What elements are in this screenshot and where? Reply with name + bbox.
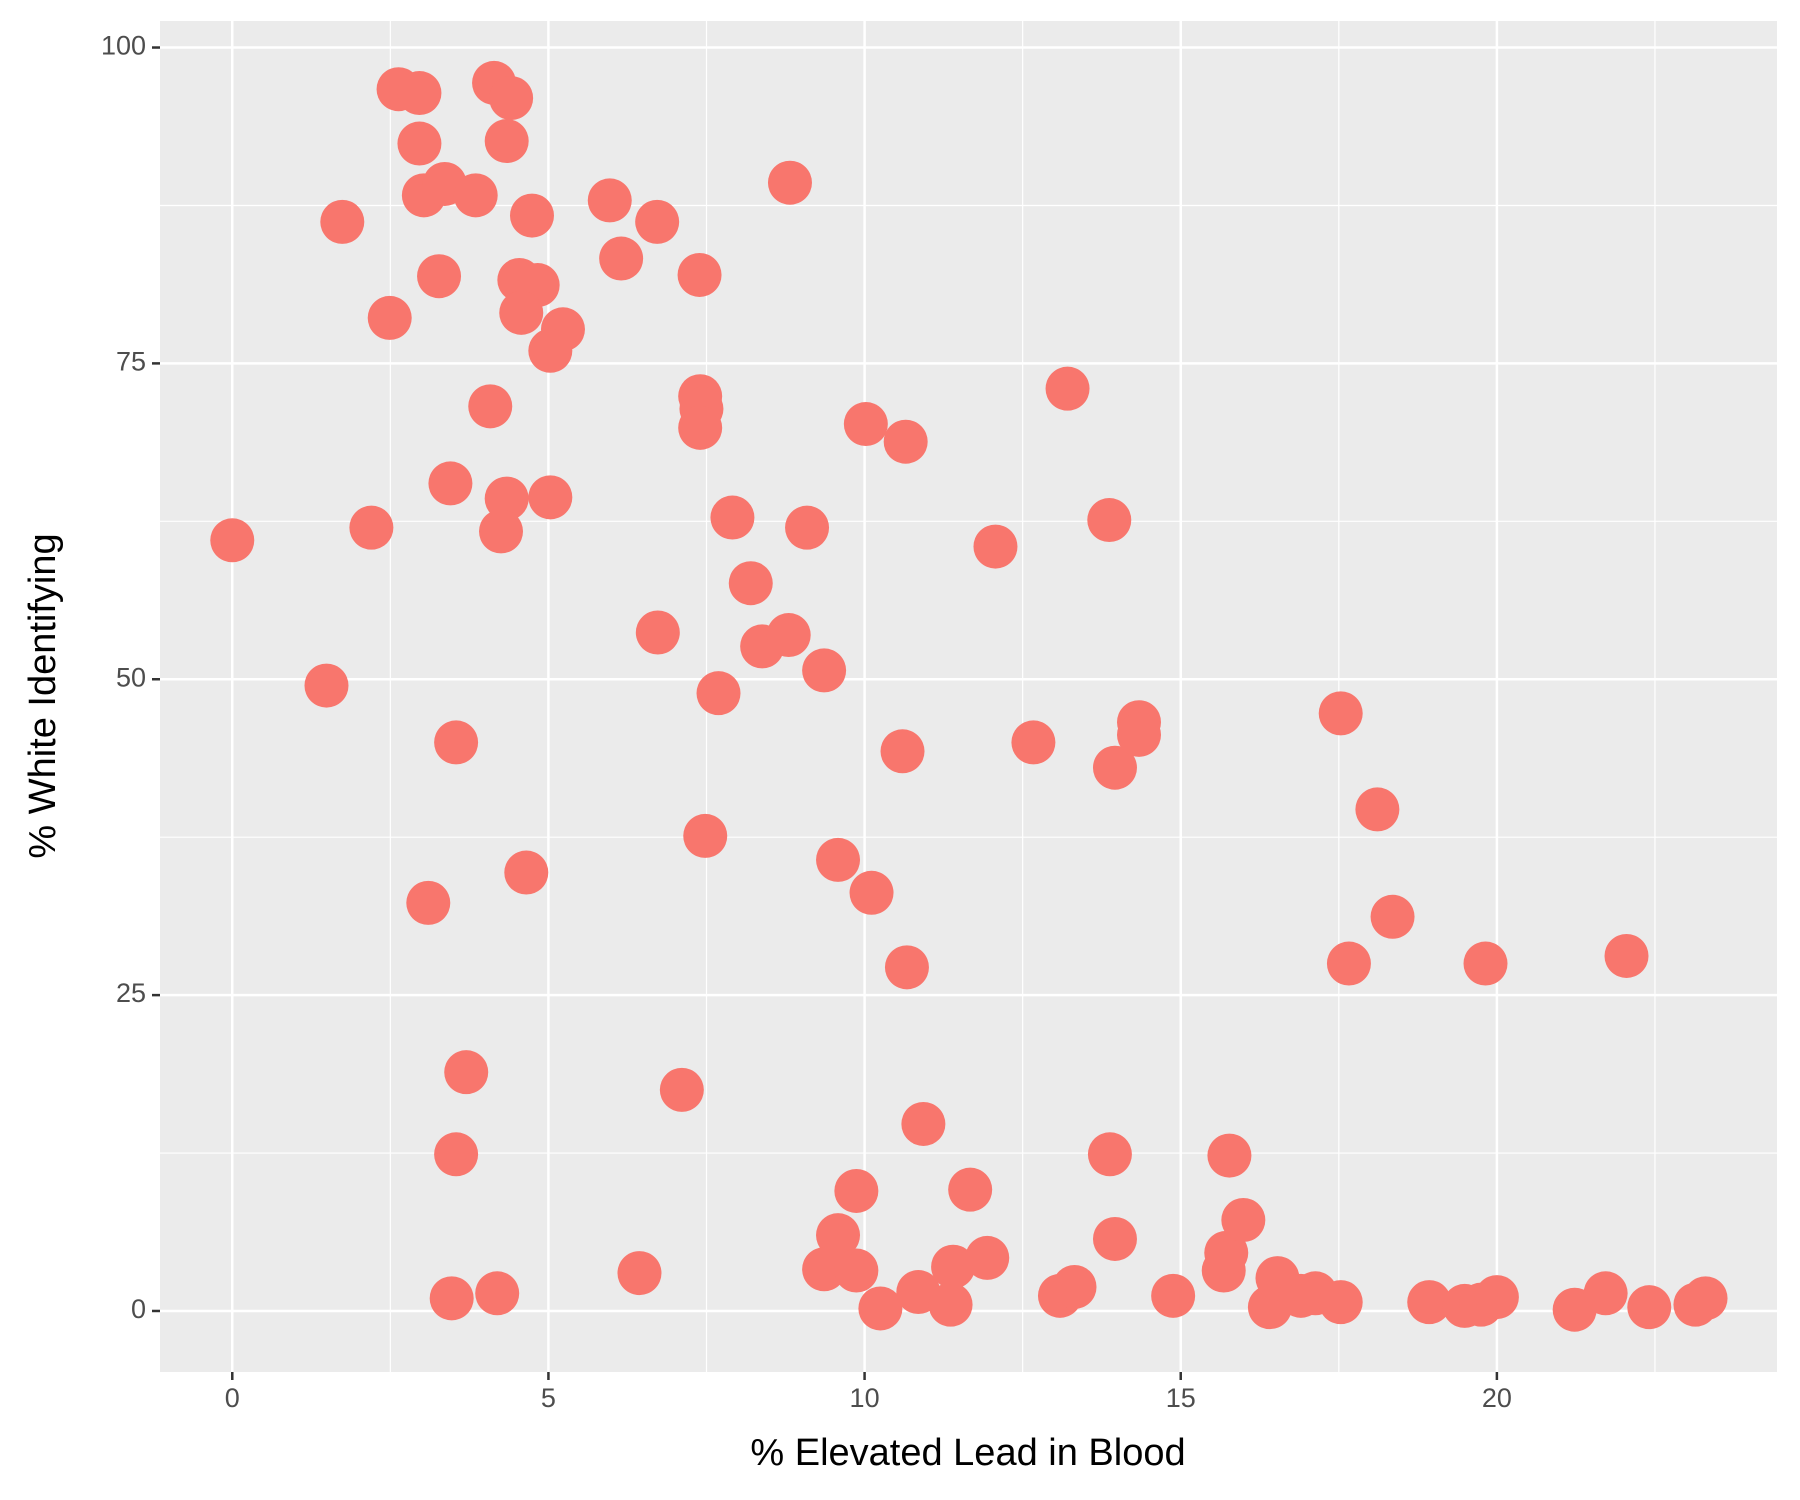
x-tick-label: 10 bbox=[850, 1383, 880, 1413]
point bbox=[880, 729, 925, 774]
point bbox=[1326, 941, 1371, 986]
y-axis-title: % White Identifying bbox=[22, 533, 64, 858]
point bbox=[785, 505, 830, 550]
point bbox=[948, 1167, 993, 1212]
point bbox=[320, 199, 365, 244]
point bbox=[304, 663, 349, 708]
point bbox=[1207, 1133, 1252, 1178]
point bbox=[1583, 1271, 1628, 1316]
point bbox=[1087, 1132, 1132, 1177]
plot-panel bbox=[160, 21, 1777, 1372]
point bbox=[1011, 720, 1056, 765]
point bbox=[1221, 1198, 1266, 1243]
point bbox=[444, 1050, 489, 1095]
x-axis-title: % Elevated Lead in Blood bbox=[750, 1432, 1185, 1474]
point bbox=[843, 402, 888, 447]
point bbox=[484, 119, 529, 164]
point bbox=[931, 1244, 976, 1289]
point bbox=[816, 837, 861, 882]
point bbox=[816, 1213, 861, 1258]
point bbox=[858, 1286, 903, 1331]
point bbox=[434, 1132, 479, 1177]
point bbox=[489, 76, 534, 121]
point bbox=[1407, 1280, 1452, 1325]
point bbox=[1045, 366, 1090, 411]
point bbox=[677, 252, 722, 297]
point bbox=[883, 419, 928, 464]
point bbox=[696, 671, 741, 716]
point bbox=[429, 1276, 474, 1321]
point bbox=[1683, 1276, 1728, 1321]
point bbox=[1052, 1264, 1097, 1309]
point bbox=[617, 1251, 662, 1296]
point bbox=[1463, 941, 1508, 986]
point bbox=[802, 1247, 847, 1292]
point bbox=[367, 295, 412, 340]
point bbox=[1318, 1280, 1363, 1325]
point bbox=[499, 290, 544, 335]
y-tick-label: 100 bbox=[101, 31, 146, 61]
y-tick-label: 50 bbox=[116, 662, 146, 692]
point bbox=[397, 121, 442, 166]
point bbox=[406, 880, 451, 925]
point bbox=[973, 524, 1018, 569]
point bbox=[710, 495, 755, 540]
y-tick-label: 0 bbox=[131, 1294, 146, 1324]
point bbox=[1604, 933, 1649, 978]
point bbox=[587, 178, 632, 223]
y-tick-label: 25 bbox=[116, 978, 146, 1008]
point bbox=[1627, 1285, 1672, 1330]
point bbox=[1355, 787, 1400, 832]
point bbox=[1092, 745, 1137, 790]
point bbox=[453, 173, 498, 218]
y-tick-label: 75 bbox=[116, 347, 146, 377]
point bbox=[767, 160, 812, 205]
point bbox=[1117, 712, 1162, 757]
point bbox=[1204, 1230, 1249, 1275]
point bbox=[766, 613, 811, 658]
point bbox=[1474, 1275, 1519, 1320]
point bbox=[484, 476, 529, 521]
point bbox=[528, 328, 573, 373]
point bbox=[1092, 1216, 1137, 1261]
point bbox=[397, 71, 442, 116]
point bbox=[1151, 1273, 1196, 1318]
point bbox=[802, 648, 847, 693]
point bbox=[504, 850, 549, 895]
point bbox=[428, 461, 473, 506]
x-tick-label: 15 bbox=[1166, 1383, 1196, 1413]
point bbox=[928, 1282, 973, 1327]
point bbox=[349, 505, 394, 550]
point bbox=[635, 610, 680, 655]
point bbox=[635, 199, 680, 244]
point bbox=[884, 945, 929, 990]
point bbox=[965, 1235, 1010, 1280]
point bbox=[509, 193, 554, 238]
point bbox=[468, 384, 513, 429]
point bbox=[683, 813, 728, 858]
x-tick-label: 20 bbox=[1482, 1383, 1512, 1413]
point bbox=[210, 518, 255, 563]
point bbox=[528, 475, 573, 520]
point bbox=[834, 1168, 879, 1213]
point bbox=[728, 561, 773, 606]
point bbox=[475, 1271, 520, 1316]
point bbox=[479, 509, 524, 554]
point bbox=[1370, 894, 1415, 939]
point bbox=[901, 1101, 946, 1146]
point bbox=[434, 720, 479, 765]
point bbox=[659, 1067, 704, 1112]
x-tick-label: 5 bbox=[541, 1383, 556, 1413]
x-tick-label: 0 bbox=[225, 1383, 240, 1413]
point bbox=[417, 254, 462, 299]
point bbox=[599, 236, 644, 281]
point bbox=[1318, 691, 1363, 736]
point bbox=[1087, 498, 1132, 543]
point bbox=[678, 405, 723, 450]
point bbox=[849, 870, 894, 915]
point bbox=[834, 1248, 879, 1293]
